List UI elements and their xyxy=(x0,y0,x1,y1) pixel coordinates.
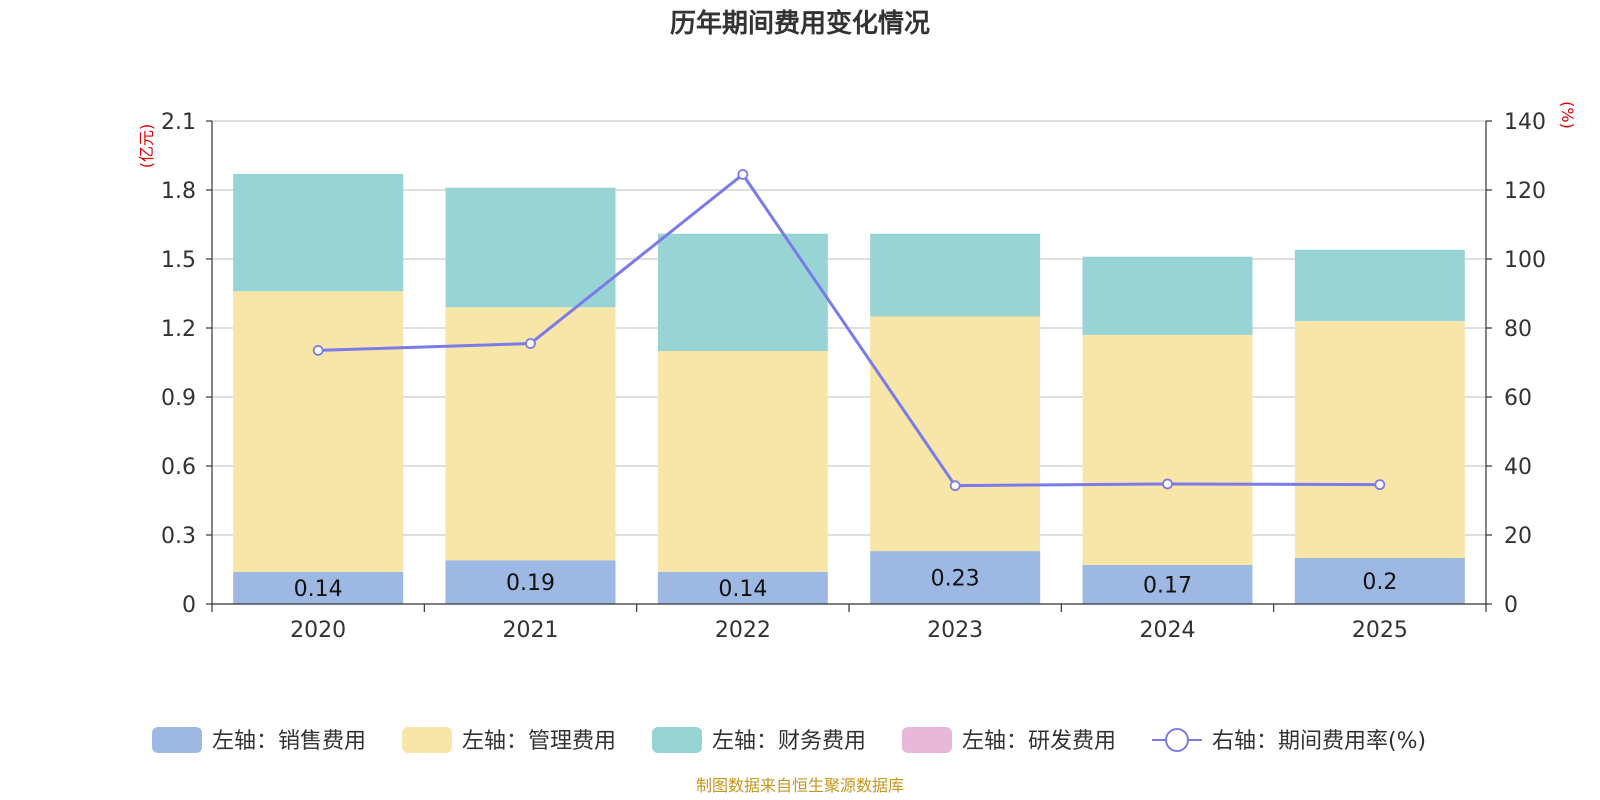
bar-data-label: 0.17 xyxy=(1143,573,1192,598)
rate-point xyxy=(1162,478,1173,490)
x-tick-label: 2020 xyxy=(290,618,346,643)
legend-label: 右轴：期间费用率(%) xyxy=(1212,729,1426,754)
axes: 0 0 0.3 20 0.6 40 0.9 60 1.2 80 1.5 100 1.8 120 2.1 140… xyxy=(161,110,1546,643)
left-tick-label: 1.5 xyxy=(161,248,196,273)
right-tick-label: 0 xyxy=(1504,593,1518,618)
bar-segment xyxy=(870,551,1041,604)
bar-data-label: 0.2 xyxy=(1362,570,1397,595)
left-axis-unit: (亿元) xyxy=(137,124,156,169)
bar-segment xyxy=(657,571,828,604)
legend-label: 左轴：财务费用 xyxy=(712,729,866,754)
left-tick-label: 1.8 xyxy=(161,179,196,204)
right-tick-label: 60 xyxy=(1504,386,1532,411)
bar-segment xyxy=(445,307,616,561)
left-tick-label: 0.6 xyxy=(161,455,196,480)
bar-segment xyxy=(1294,558,1465,604)
left-tick-label: 0.3 xyxy=(161,524,196,549)
bar-data-label: 0.14 xyxy=(294,577,343,602)
legend-swatch xyxy=(902,727,952,753)
bar-segment xyxy=(657,351,828,572)
gridlines xyxy=(212,120,1486,536)
left-tick-label: 1.2 xyxy=(161,317,196,342)
chart-title: 历年期间费用变化情况 xyxy=(670,8,930,39)
legend-swatch xyxy=(402,727,452,753)
bar-data-label: 0.14 xyxy=(718,577,767,602)
right-tick-label: 40 xyxy=(1504,455,1532,480)
rate-point xyxy=(949,480,961,492)
legend-label: 左轴：管理费用 xyxy=(462,729,616,754)
bar-segment xyxy=(445,187,616,308)
right-tick-label: 140 xyxy=(1504,110,1546,135)
bar-segment xyxy=(870,316,1041,552)
right-tick-label: 100 xyxy=(1504,248,1546,273)
bar-data-label: 0.19 xyxy=(506,571,555,596)
right-tick-label: 80 xyxy=(1504,317,1532,342)
source-note: 制图数据来自恒生聚源数据库 xyxy=(696,776,904,795)
legend: 左轴：销售费用 左轴：管理费用 左轴：财务费用 左轴：研发费用 右轴：期间费用率(%) xyxy=(152,727,1426,754)
bar-segment xyxy=(870,233,1041,317)
bar-segment xyxy=(445,560,616,604)
bar-data-label: 0.23 xyxy=(931,567,980,592)
bar-segment xyxy=(233,571,404,604)
bar-segment xyxy=(1294,321,1465,558)
rate-point xyxy=(737,169,749,180)
bar-segment xyxy=(233,173,404,292)
legend-marker xyxy=(1165,728,1189,752)
bar-segment xyxy=(1082,564,1253,604)
legend-label: 左轴：销售费用 xyxy=(212,729,366,754)
x-tick-label: 2024 xyxy=(1140,618,1196,643)
bar-segment xyxy=(1082,256,1253,335)
left-tick-label: 0 xyxy=(182,593,196,618)
bar-segment xyxy=(657,233,828,351)
rate-line-series xyxy=(312,169,1386,492)
bar-series: 0.14 0.19 0.14 0.23 0.17 0.2 xyxy=(233,173,1465,604)
x-tick-label: 2025 xyxy=(1352,618,1408,643)
right-axis-unit: (%) xyxy=(1558,101,1577,129)
legend-label: 左轴：研发费用 xyxy=(962,729,1116,754)
bar-segment xyxy=(233,291,404,572)
bar-segment xyxy=(1294,249,1465,322)
x-tick-label: 2022 xyxy=(715,618,771,643)
right-tick-label: 120 xyxy=(1504,179,1546,204)
rate-point xyxy=(312,345,324,356)
rate-line xyxy=(318,172,1380,488)
left-tick-label: 0.9 xyxy=(161,386,196,411)
right-tick-label: 20 xyxy=(1504,524,1532,549)
bar-segment xyxy=(1082,334,1253,565)
x-tick-label: 2021 xyxy=(503,618,559,643)
legend-swatch xyxy=(652,727,702,753)
legend-swatch xyxy=(152,727,202,753)
left-tick-label: 2.1 xyxy=(161,110,196,135)
rate-point xyxy=(1374,479,1386,491)
x-tick-label: 2023 xyxy=(927,618,983,643)
rate-point xyxy=(525,338,536,349)
